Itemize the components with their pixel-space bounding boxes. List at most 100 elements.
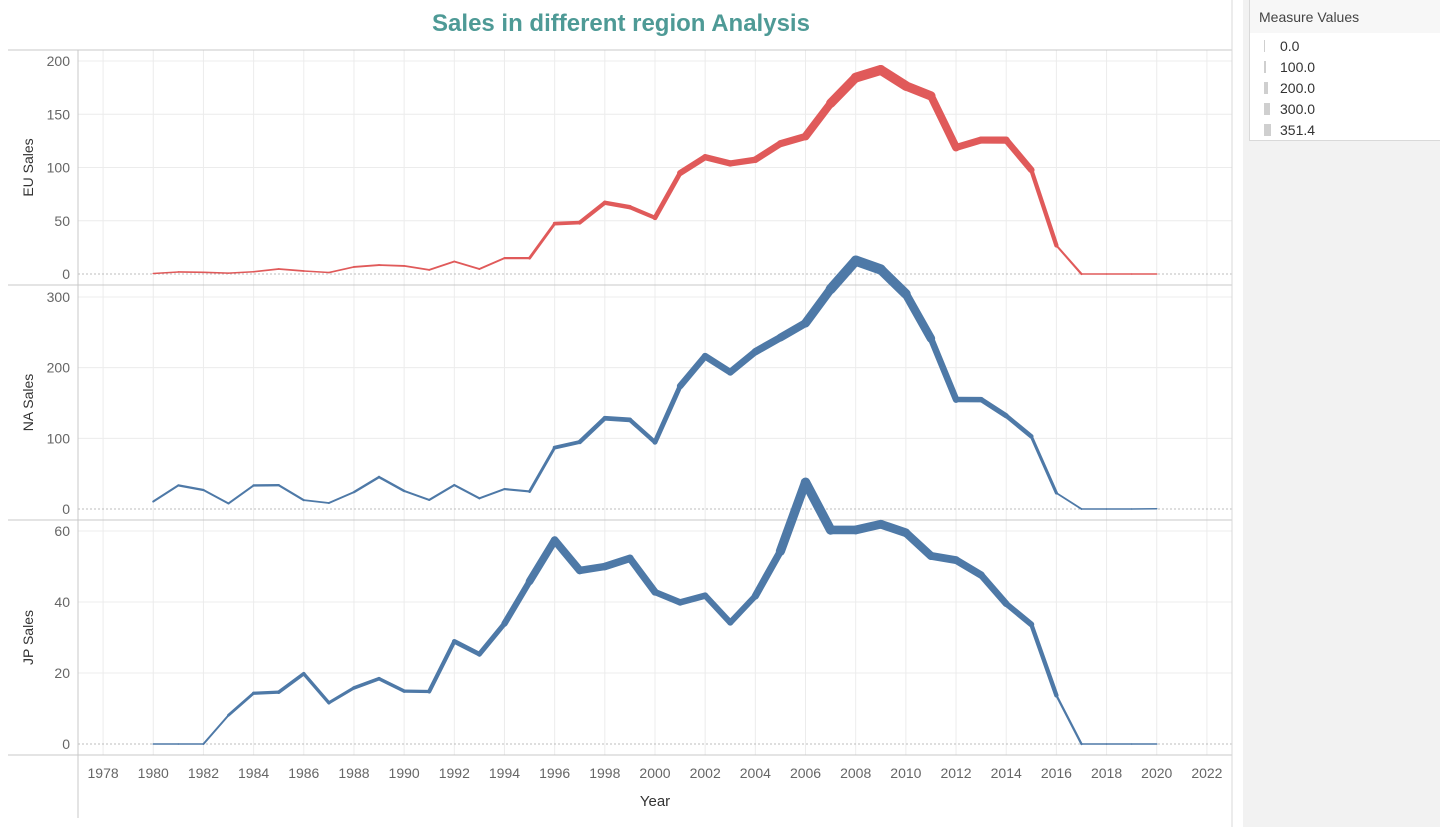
series-segment (952, 136, 985, 151)
series-segment (1055, 244, 1083, 276)
series-segment (327, 686, 356, 705)
series-segment (328, 266, 355, 274)
x-tick-label: 2020 (1141, 765, 1172, 781)
legend-entry-label: 0.0 (1280, 38, 1300, 54)
x-tick-label: 1984 (238, 765, 269, 781)
line-chart: 0 50 100 150 200 EU Sales 0 100 200 300 NA Sales 0 2… (8, 0, 1233, 827)
legend-entry[interactable]: 0.0 (1250, 36, 1440, 57)
series-segment (403, 265, 431, 271)
series-segment (352, 475, 381, 494)
series-segment (727, 156, 759, 167)
series-segment (1055, 492, 1083, 510)
series-segment (1003, 413, 1034, 439)
series-segment (901, 528, 936, 560)
legend-entry[interactable]: 200.0 (1250, 78, 1440, 99)
legend-size-swatch (1264, 103, 1270, 115)
series-segment (476, 621, 508, 657)
series-segment (800, 477, 836, 535)
y-tick-label: 0 (62, 501, 70, 517)
y-tick-label: 200 (47, 360, 71, 376)
series-segment (503, 487, 531, 493)
series-segment (152, 271, 180, 275)
series-segment (302, 672, 331, 705)
series-segment (677, 154, 709, 177)
legend-size-swatch (1264, 82, 1268, 94)
legend-entry-label: 351.4 (1280, 122, 1316, 138)
x-tick-label: 2010 (890, 765, 921, 781)
series-segment (377, 475, 406, 493)
x-tick-label: 2012 (940, 765, 971, 781)
x-tick-label: 2018 (1091, 765, 1122, 781)
x-axis-title: Year (640, 793, 670, 810)
series-segment (602, 415, 633, 423)
legend-size-swatch (1264, 61, 1266, 73)
series-segment (251, 690, 281, 695)
x-tick-label: 2014 (991, 765, 1022, 781)
y-tick-label: 100 (47, 430, 71, 446)
series-segment (453, 260, 481, 270)
x-tick-label: 1988 (338, 765, 369, 781)
series-segment (302, 270, 330, 274)
series-segment (577, 200, 607, 225)
series-segment (751, 547, 785, 600)
series-segment (801, 99, 835, 141)
series-segment (952, 556, 985, 579)
series-segment (752, 140, 784, 164)
series-segment (652, 170, 683, 221)
x-tick-label: 1996 (539, 765, 570, 781)
chart-title: Sales in different region Analysis (432, 10, 810, 37)
y-tick-label: 40 (54, 594, 70, 610)
series-segment (378, 264, 406, 267)
legend-size-swatch (1264, 40, 1265, 52)
legend-entry-label: 100.0 (1280, 59, 1316, 75)
series-segment (702, 154, 734, 167)
y-tick-label: 150 (47, 106, 71, 122)
series-segment (202, 271, 230, 274)
series-segment (528, 222, 557, 260)
legend-entry[interactable]: 351.4 (1250, 120, 1440, 141)
series-segment (1002, 136, 1035, 174)
series-segment (876, 519, 911, 538)
series-segment (676, 352, 709, 390)
y-tick-label: 0 (62, 736, 70, 752)
series-segment (302, 499, 330, 504)
series-segment (801, 284, 836, 328)
series-segment (727, 592, 759, 626)
series-segment (177, 484, 205, 492)
series-segment (825, 255, 861, 295)
legend-entry[interactable]: 100.0 (1250, 57, 1440, 78)
x-tick-label: 1992 (439, 765, 470, 781)
series-segment (901, 289, 936, 343)
series-segment (327, 491, 355, 504)
size-legend[interactable]: Measure Values 0.0 100.0 200.0 300.0 351.4 (1249, 0, 1440, 141)
x-tick-label: 2022 (1191, 765, 1222, 781)
series-segment (701, 352, 734, 376)
series-segment (602, 200, 633, 210)
series-segment (776, 319, 810, 342)
series-segment (353, 264, 380, 268)
series-segment (277, 268, 305, 272)
x-tick-label: 2000 (639, 765, 670, 781)
series-segment (227, 691, 256, 717)
series-segment (428, 483, 456, 502)
series-segment (451, 639, 482, 657)
x-tick-label: 2004 (740, 765, 771, 781)
series-segment (377, 676, 406, 693)
x-tick-label: 1980 (138, 765, 169, 781)
series-segment (651, 588, 684, 606)
x-tick-label: 2002 (690, 765, 721, 781)
series-segment (1029, 434, 1058, 495)
series-segment (276, 671, 306, 694)
series-segment (227, 484, 255, 505)
series-segment (977, 571, 1010, 608)
series-segment (478, 488, 506, 500)
y-tick-label: 100 (47, 160, 71, 176)
series-segment (601, 554, 634, 571)
legend-entry[interactable]: 300.0 (1250, 99, 1440, 120)
series-segment (427, 639, 457, 694)
series-segment (552, 220, 582, 226)
x-tick-label: 2006 (790, 765, 821, 781)
series-segment (978, 397, 1009, 419)
legend-entry-label: 200.0 (1280, 80, 1316, 96)
series-segment (403, 489, 431, 501)
